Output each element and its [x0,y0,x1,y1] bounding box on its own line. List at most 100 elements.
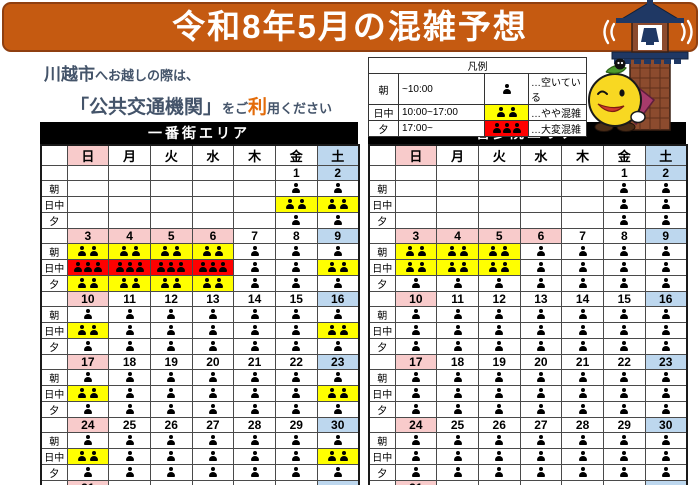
date-cell: 3 [66,228,110,244]
person-icon [250,451,259,462]
person-icon [292,325,301,336]
date-cell [233,165,276,181]
person-icon [327,451,336,462]
row-label-spacer [40,165,68,181]
person-icon [620,278,629,289]
crowd-cell [561,196,604,213]
crowd-cell [477,448,521,465]
date-row: 31 [368,480,688,485]
crowd-cell [316,448,360,465]
crowd-cell [191,432,235,449]
person-icon [495,372,504,383]
person-icon [536,278,545,289]
date-cell: 15 [602,291,646,307]
date-cell: 30 [644,417,688,433]
crowd-cell [233,338,276,355]
person-icon [536,451,545,462]
crowd-cell [644,243,688,260]
person-icon [536,435,545,446]
crowd-cell [519,322,563,339]
calendar-kitain-grid: 日月火水木金土 1 2 朝日中夕 3 4 5 6 7 8 9 朝日中夕 10 11 12 13 14 15 16 朝日… [368,144,688,485]
crowd-cell [66,464,110,481]
person-icon [93,262,102,273]
time-row-label: 朝 [368,306,396,323]
crowd-cell [316,275,360,292]
legend-desc: …やや混雑 [528,104,587,121]
person-icon [411,435,420,446]
date-cell [477,165,521,181]
person-icon [620,435,629,446]
time-row-label: 日中 [40,196,68,213]
person-icon [77,278,86,289]
person-icon [502,123,511,134]
crowd-cell [66,259,110,276]
crowd-cell [108,338,151,355]
crowd-cell [602,322,646,339]
person-icon [453,388,462,399]
person-icon [292,309,301,320]
day-header-4: 木 [233,144,276,166]
day-header-5: 金 [274,144,318,166]
corner-cell [40,144,68,166]
person-icon [292,372,301,383]
person-icon [131,246,140,257]
calendar-kitain: 喜多院エリア 日月火水木金土12朝日中夕3456789朝日中夕101112131… [368,122,688,485]
row-label-spacer [368,417,396,433]
crowd-cell [274,322,318,339]
date-cell: 6 [519,228,563,244]
crowd-cell [436,243,479,260]
person-icon [89,278,98,289]
day-header-1: 月 [108,144,151,166]
intro-line2-rest: 用ください [267,101,333,116]
crowd-cell [149,275,193,292]
evening-row: 夕 [40,401,360,418]
person-icon [620,183,629,194]
date-cell [274,480,318,485]
person-icon [339,451,348,462]
person-icon [125,372,134,383]
crowd-cell [233,259,276,276]
person-icon [77,388,86,399]
crowd-cell [233,448,276,465]
crowd-cell [394,259,438,276]
crowd-cell [66,306,110,323]
person-icon [489,246,498,257]
person-icon [131,278,140,289]
crowd-cell [644,306,688,323]
person-icon [167,404,176,415]
time-row-label: 夕 [40,401,68,418]
person-icon [502,83,511,94]
row-label-spacer [40,417,68,433]
date-cell [191,165,235,181]
crowd-cell [108,243,151,260]
time-row-label: 朝 [40,306,68,323]
person-icon [459,262,468,273]
person-icon [292,246,301,257]
date-cell: 13 [191,291,235,307]
date-cell: 20 [519,354,563,370]
crowd-cell [394,338,438,355]
crowd-cell [477,322,521,339]
date-cell: 23 [316,354,360,370]
crowd-cell [274,448,318,465]
morning-row: 朝 [40,369,360,386]
person-icon [661,309,670,320]
person-icon [620,262,629,273]
time-row-label: 朝 [368,432,396,449]
date-cell [316,480,360,485]
person-icon [292,262,301,273]
crowd-cell [602,180,646,197]
crowd-cell [108,322,151,339]
person-icon [173,246,182,257]
day-header-0: 日 [394,144,438,166]
time-row-label: 夕 [368,401,396,418]
crowd-cell [394,369,438,386]
person-icon [115,262,124,273]
date-cell [519,480,563,485]
time-row-label: 朝 [40,369,68,386]
person-icon [208,262,217,273]
person-icon [339,325,348,336]
person-icon [292,388,301,399]
